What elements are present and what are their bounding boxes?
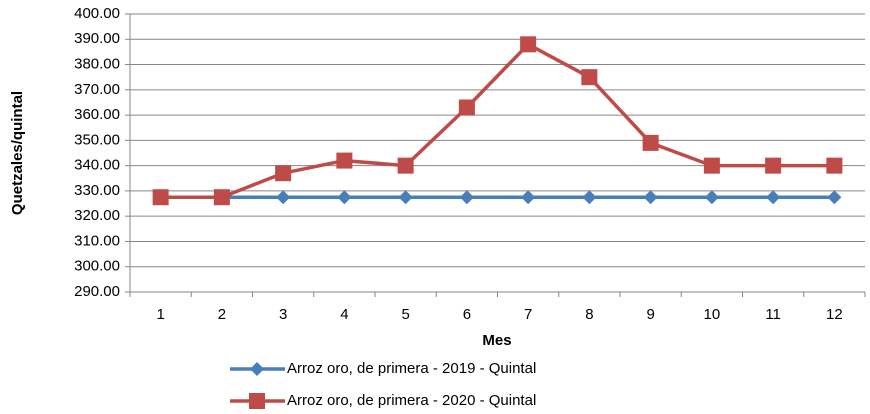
point-marker	[704, 190, 719, 205]
point-marker	[336, 152, 353, 169]
y-tick-label: 380.00	[74, 56, 120, 73]
y-tick-label: 390.00	[74, 30, 120, 47]
point-marker	[152, 189, 169, 206]
x-tick-label: 8	[585, 306, 593, 323]
point-marker	[275, 165, 292, 182]
y-tick-label: 310.00	[74, 232, 120, 249]
y-tick-label: 340.00	[74, 157, 120, 174]
y-tick-label: 350.00	[74, 131, 120, 148]
x-tick-label: 2	[218, 306, 226, 323]
point-marker	[582, 190, 597, 205]
point-marker	[459, 190, 474, 205]
point-marker	[642, 134, 659, 151]
y-tick-label: 300.00	[74, 258, 120, 275]
x-tick-label: 11	[765, 306, 781, 323]
point-marker	[520, 36, 537, 53]
point-marker	[826, 157, 843, 174]
y-tick-label: 370.00	[74, 81, 120, 98]
point-marker	[337, 190, 352, 205]
x-axis-title: Mes	[482, 332, 511, 349]
y-axis-title: Quetzales/quintal	[9, 91, 26, 215]
x-tick-label: 10	[704, 306, 721, 323]
y-tick-label: 290.00	[74, 283, 120, 300]
point-marker	[398, 190, 413, 205]
x-tick-label: 4	[340, 306, 348, 323]
x-tick-label: 6	[463, 306, 471, 323]
point-marker	[276, 190, 291, 205]
x-tick-label: 3	[279, 306, 287, 323]
y-tick-label: 360.00	[74, 106, 120, 123]
x-tick-label: 9	[646, 306, 654, 323]
point-marker	[213, 189, 230, 206]
x-tick-label: 5	[401, 306, 409, 323]
legend-label: Arroz oro, de primera - 2020 - Quintal	[287, 392, 536, 409]
x-tick-label: 1	[156, 306, 164, 323]
point-marker	[766, 190, 781, 205]
point-marker	[458, 99, 475, 116]
point-marker	[827, 190, 842, 205]
legend-label: Arroz oro, de primera - 2019 - Quintal	[287, 360, 536, 377]
y-tick-label: 400.00	[74, 5, 120, 22]
legend-marker	[250, 362, 264, 376]
y-tick-label: 330.00	[74, 182, 120, 199]
series-line	[160, 42, 835, 199]
point-marker	[765, 157, 782, 174]
point-marker	[521, 190, 536, 205]
point-marker	[581, 69, 598, 86]
legend-marker	[249, 393, 265, 409]
point-marker	[397, 157, 414, 174]
x-tick-label: 12	[826, 306, 843, 323]
point-marker	[643, 190, 658, 205]
y-tick-label: 320.00	[74, 207, 120, 224]
point-marker	[703, 157, 720, 174]
x-tick-label: 7	[524, 306, 532, 323]
